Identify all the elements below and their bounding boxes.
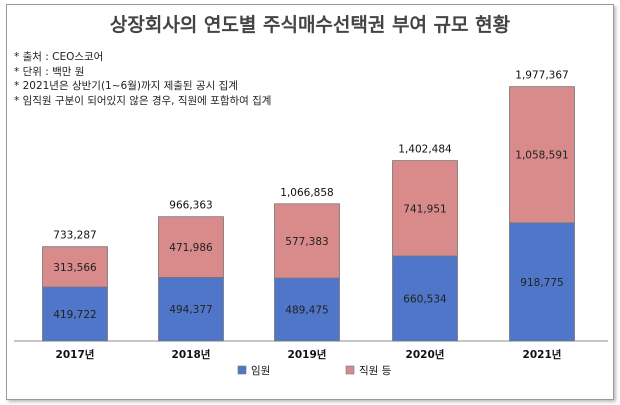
data-label-executive-3: 660,534 <box>403 294 447 306</box>
note-classification: * 임직원 구분이 되어있지 않은 경우, 직원에 포함하여 집계 <box>14 94 272 107</box>
chart-title: 상장회사의 연도별 주식매수선택권 부여 규모 현황 <box>109 14 511 36</box>
bar-employee-4 <box>509 86 575 224</box>
data-label-executive-2: 489,475 <box>285 305 328 317</box>
note-period: * 2021년은 상반기(1~6월)까지 제출된 공시 집계 <box>14 80 238 92</box>
data-label-employee-3: 741,951 <box>403 203 446 215</box>
data-label-executive-4: 918,775 <box>520 277 563 289</box>
bar-employee-0 <box>42 246 108 288</box>
legend-label-0: 임원 <box>251 364 270 377</box>
total-label-4: 1,977,367 <box>515 70 568 82</box>
total-label-3: 1,402,484 <box>398 144 452 156</box>
note-unit: * 단위 : 백만 원 <box>14 65 85 78</box>
total-label-0: 733,287 <box>53 230 96 242</box>
x-tick-label-4: 2021년 <box>523 348 562 361</box>
x-tick-label-3: 2020년 <box>406 348 445 361</box>
bar-executive-3 <box>392 255 458 342</box>
bar-executive-2 <box>274 277 340 342</box>
bar-employee-3 <box>392 160 458 257</box>
total-label-1: 966,363 <box>169 200 212 212</box>
note-source: * 출처 : CEO스코어 <box>14 51 104 63</box>
data-label-executive-0: 419,722 <box>53 309 96 321</box>
data-label-employee-2: 577,383 <box>285 236 328 248</box>
x-tick-label-0: 2017년 <box>56 348 95 361</box>
data-label-employee-1: 471,986 <box>169 242 213 254</box>
total-label-2: 1,066,858 <box>280 187 333 199</box>
data-label-employee-4: 1,058,591 <box>515 150 568 162</box>
data-label-executive-1: 494,377 <box>169 304 212 316</box>
data-label-employee-0: 313,566 <box>53 262 97 274</box>
bar-executive-4 <box>509 222 575 342</box>
legend-swatch-0 <box>237 365 247 375</box>
chart-notes: * 출처 : CEO스코어 * 단위 : 백만 원 * 2021년은 상반기(1… <box>14 50 271 108</box>
bar-employee-2 <box>274 203 340 279</box>
x-tick-label-1: 2018년 <box>172 348 211 361</box>
bar-employee-1 <box>158 216 224 278</box>
legend-swatch-1 <box>345 365 355 375</box>
legend-label-1: 직원 등 <box>359 365 392 377</box>
x-tick-label-2: 2019년 <box>288 348 327 361</box>
